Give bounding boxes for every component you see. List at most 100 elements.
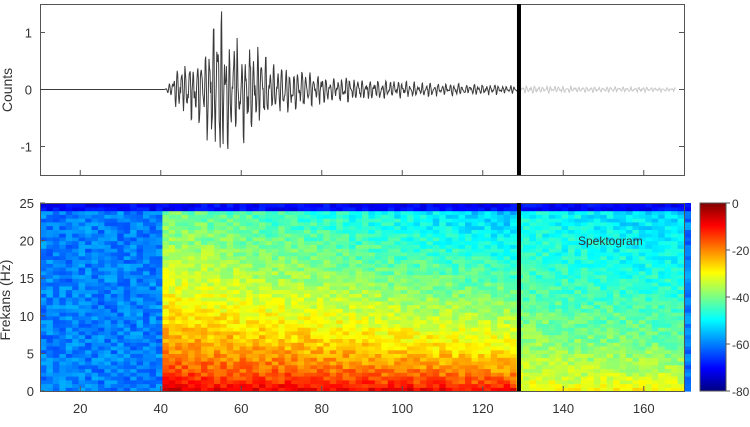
spectrogram-cell (349, 207, 356, 211)
spectrogram-cell (639, 353, 646, 357)
spectrogram-cell (304, 327, 311, 331)
spectrogram-cell (446, 226, 453, 230)
spectrogram-cell (214, 384, 221, 388)
spectrogram-cell (407, 346, 414, 350)
spectrogram-cell (607, 357, 614, 361)
spectrogram-cell (104, 271, 111, 275)
spectrogram-cell (98, 384, 105, 388)
spectrogram-cell (484, 357, 491, 361)
spectrogram-cell (104, 207, 111, 211)
spectrogram-cell (143, 308, 150, 312)
spectrogram-cell (143, 207, 150, 211)
spectrogram-cell (478, 259, 485, 263)
spectrogram-cell (575, 384, 582, 388)
spectrogram-cell (529, 357, 536, 361)
spectrogram-cell (375, 297, 382, 301)
spectrogram-cell (253, 338, 260, 342)
spectrogram-cell (117, 335, 124, 339)
spectrogram-cell (613, 308, 620, 312)
spectrogram-cell (53, 252, 60, 256)
spectrogram-cell (645, 353, 652, 357)
spectrogram-cell (633, 278, 640, 282)
spectrogram-cell (491, 241, 498, 245)
spectrogram-cell (368, 297, 375, 301)
spectrogram-cell (162, 263, 169, 267)
spectrogram-cell (317, 241, 324, 245)
spectrogram-cell (433, 214, 440, 218)
spectrogram-cell (46, 222, 53, 226)
spectrogram-cell (53, 320, 60, 324)
spectrogram-cell (66, 346, 73, 350)
spectrogram-cell (291, 372, 298, 376)
spectrogram-cell (671, 207, 678, 211)
spectrogram-cell (227, 263, 234, 267)
spectrogram-cell (291, 320, 298, 324)
spectrogram-cell (92, 222, 99, 226)
spectrogram-cell (368, 271, 375, 275)
spectrogram-cell (401, 316, 408, 320)
spectrogram-cell (645, 290, 652, 294)
spectrogram-cell (542, 376, 549, 380)
spectrogram-cell (658, 320, 665, 324)
spectrogram-cell (265, 290, 272, 294)
spectrogram-cell (156, 346, 163, 350)
spectrogram-cell (92, 320, 99, 324)
spectrogram-cell (536, 301, 543, 305)
spectrogram-cell (259, 222, 266, 226)
spectrogram-cell (175, 233, 182, 237)
spectrogram-cell (356, 338, 363, 342)
spectrogram-cell (150, 372, 157, 376)
spectrogram-cell (285, 282, 292, 286)
spectrogram-cell (587, 207, 594, 211)
spectrogram-cell (40, 384, 47, 388)
spectrogram-cell (79, 290, 86, 294)
spectrogram-cell (581, 226, 588, 230)
spectrogram-cell (523, 353, 530, 357)
spectrogram-cell (330, 297, 337, 301)
spectrogram-cell (426, 384, 433, 388)
spectrogram-cell (607, 346, 614, 350)
spectrogram-cell (587, 335, 594, 339)
spectrogram-cell (330, 278, 337, 282)
spectrogram-cell (575, 222, 582, 226)
spectrogram-cell (298, 320, 305, 324)
spectrogram-cell (130, 308, 137, 312)
spectrogram-cell (330, 241, 337, 245)
spectrogram-cell (98, 346, 105, 350)
spectrogram-cell (336, 226, 343, 230)
spectrogram-cell (304, 207, 311, 211)
spectrogram-cell (59, 263, 66, 267)
spectrogram-cell (388, 346, 395, 350)
spectrogram-cell (504, 353, 511, 357)
spectrogram-cell (356, 320, 363, 324)
spectrogram-cell (227, 252, 234, 256)
spectrogram-cell (446, 365, 453, 369)
spectrogram-cell (549, 353, 556, 357)
spectrogram-cell (227, 357, 234, 361)
spectrogram-cell (227, 335, 234, 339)
spectrogram-cell (497, 207, 504, 211)
spectrogram-cell (626, 338, 633, 342)
spectrogram-cell (594, 259, 601, 263)
spectrogram-cell (620, 297, 627, 301)
spectrogram-cell (536, 207, 543, 211)
spectrogram-cell (414, 282, 421, 286)
spectrogram-cell (381, 357, 388, 361)
spectrogram-cell (407, 271, 414, 275)
spectrogram-cell (420, 214, 427, 218)
spectrogram-cell (678, 316, 685, 320)
spectrogram-cell (452, 282, 459, 286)
spectrogram-cell (626, 226, 633, 230)
spectrogram-cell (439, 222, 446, 226)
spectrogram-cell (472, 226, 479, 230)
spectrogram-cell (472, 297, 479, 301)
spectrogram-cell (388, 282, 395, 286)
spectrogram-cell (645, 214, 652, 218)
spectrogram-cell (349, 338, 356, 342)
spectrogram-cell (317, 301, 324, 305)
spectrogram-cell (156, 308, 163, 312)
spectrogram-cell (66, 308, 73, 312)
spectrogram-cell (587, 357, 594, 361)
spectrogram-cell (452, 271, 459, 275)
spectrogram-cell (478, 338, 485, 342)
